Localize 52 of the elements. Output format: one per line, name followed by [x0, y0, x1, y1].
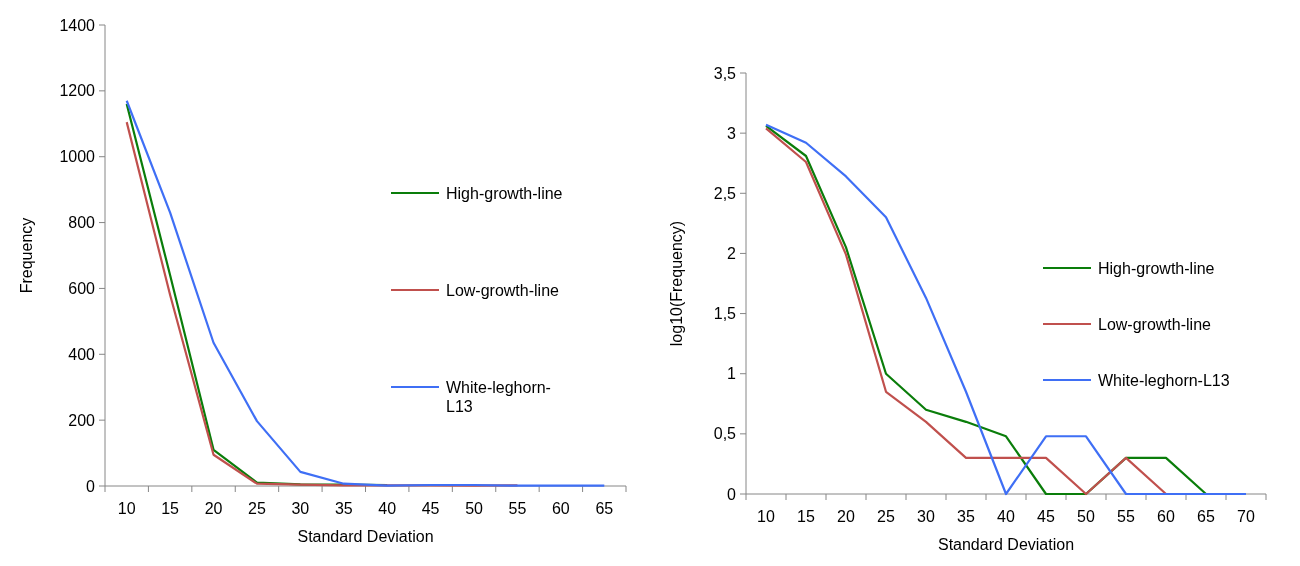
y-tick-label: 400 [68, 345, 96, 363]
y-tick-label: 1,5 [713, 305, 737, 323]
legend-label: White-leghorn-L13 [1098, 371, 1230, 389]
y-tick-label: 1000 [59, 148, 96, 166]
x-tick-label: 20 [204, 500, 223, 517]
x-tick-label: 40 [997, 508, 1015, 525]
x-tick-label: 15 [161, 500, 180, 517]
x-tick-label: 30 [917, 508, 935, 525]
y-tick-label: 2 [727, 245, 737, 263]
x-tick-label: 25 [877, 508, 895, 525]
y-tick-label: 2,5 [713, 184, 737, 202]
x-tick-label: 70 [1237, 508, 1255, 525]
x-axis-title: Standard Deviation [937, 536, 1075, 553]
y-tick-label: 800 [68, 214, 96, 232]
x-tick-label: 30 [291, 500, 310, 517]
x-tick-label: 55 [508, 500, 527, 517]
line-series [125, 99, 606, 487]
x-tick-label: 40 [378, 500, 397, 517]
y-tick-label: 0 [727, 485, 737, 503]
y-tick-label: 3 [727, 124, 737, 142]
x-tick-label: 50 [1077, 508, 1095, 525]
y-tick-label: 1200 [59, 82, 96, 100]
x-tick-label: 60 [1157, 508, 1175, 525]
x-tick-label: 45 [421, 500, 440, 517]
x-tick-label: 60 [551, 500, 570, 517]
y-tick-label: 600 [68, 280, 96, 298]
x-tick-label: 45 [1037, 508, 1055, 525]
x-tick-label: 25 [248, 500, 266, 517]
y-tick-label: 0,5 [713, 425, 737, 443]
x-tick-label: 55 [1117, 508, 1135, 525]
x-tick-label: 35 [334, 500, 353, 517]
legend-label: High-growth-line [446, 184, 563, 202]
x-tick-label: 65 [1197, 508, 1215, 525]
x-tick-label: 10 [117, 500, 136, 517]
legend-label: High-growth-line [1098, 259, 1215, 277]
x-tick-label: 20 [837, 508, 855, 525]
legend-label: White-leghorn-L13 [446, 378, 551, 415]
x-tick-label: 65 [595, 500, 614, 517]
y-tick-label: 0 [86, 477, 96, 495]
y-tick-label: 200 [68, 411, 96, 429]
y-tick-label: 1400 [59, 16, 96, 34]
y-tick-label: 1 [727, 365, 737, 383]
y-axis-title: log10(Frequency) [668, 220, 685, 347]
x-axis-title: Standard Deviation [297, 528, 434, 545]
x-tick-label: 10 [757, 508, 775, 525]
y-axis-title: Frequency [18, 217, 35, 294]
y-tick-label: 3,5 [713, 64, 737, 82]
legend-label: Low-growth-line [446, 281, 560, 299]
legend-label: Low-growth-line [1098, 315, 1212, 333]
x-tick-label: 15 [797, 508, 815, 525]
x-tick-label: 35 [957, 508, 975, 525]
x-tick-label: 50 [465, 500, 484, 517]
